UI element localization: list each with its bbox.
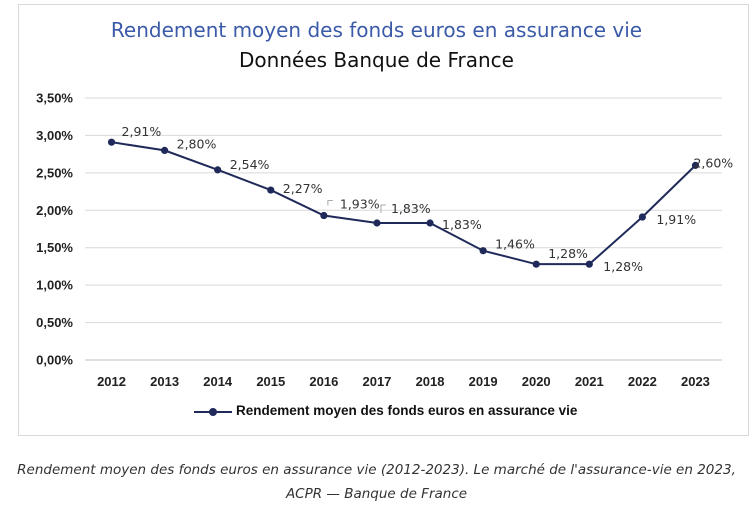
y-tick-label: 3,00% [36, 128, 73, 143]
data-point [107, 138, 116, 146]
data-point [638, 213, 646, 221]
legend-label: Rendement moyen des fonds euros en assur… [236, 403, 578, 418]
data-point [161, 146, 169, 154]
series-polyline [111, 141, 697, 266]
data-label: 1,28% [603, 259, 643, 274]
x-tick-label: 2017 [362, 374, 391, 389]
grid-lines [85, 97, 722, 361]
x-tick-label: 2012 [97, 374, 126, 389]
data-point [532, 260, 540, 268]
x-tick-label: 2015 [256, 374, 285, 389]
data-label: 2,80% [177, 136, 217, 151]
x-tick-label: 2022 [628, 374, 657, 389]
x-tick-label: 2013 [150, 374, 179, 389]
data-labels: 2,91% 2,80% 2,54% 2,27% 1,93% 1,83% 1,83% 1,46%… [122, 124, 734, 274]
chart-title: Rendement moyen des fonds euros en assur… [110, 18, 643, 42]
data-point [320, 211, 328, 220]
data-point [214, 166, 222, 174]
data-point [373, 219, 381, 227]
data-label: 1,83% [391, 201, 431, 216]
x-tick-label: 2021 [575, 374, 604, 389]
y-tick-label: 0,50% [36, 315, 73, 330]
y-tick-label: 2,00% [36, 203, 73, 218]
data-points [107, 138, 700, 268]
y-tick-label: 3,50% [36, 91, 73, 106]
figure-caption: Rendement moyen des fonds euros en assur… [17, 462, 736, 502]
data-point [426, 219, 434, 227]
data-label: 2,54% [230, 157, 270, 172]
data-label: 2,60% [693, 155, 733, 170]
x-tick-label: 2023 [681, 374, 710, 389]
data-point [267, 186, 275, 194]
legend-marker [209, 408, 217, 416]
chart-frame [18, 4, 749, 436]
label-leader [327, 200, 333, 206]
data-label: 1,91% [656, 212, 696, 227]
data-label: 1,93% [340, 197, 380, 212]
data-point [585, 260, 593, 268]
data-label: 1,83% [442, 217, 482, 232]
x-tick-label: 2016 [309, 374, 338, 389]
y-tick-label: 0,00% [36, 353, 73, 368]
x-tick-label: 2018 [416, 374, 445, 389]
x-tick-label: 2020 [522, 374, 551, 389]
y-tick-label: 2,50% [36, 165, 73, 180]
data-label: 2,91% [122, 124, 162, 139]
data-point [691, 161, 700, 169]
data-label: 1,28% [548, 246, 588, 261]
x-tick-label: 2019 [469, 374, 498, 389]
data-label: 1,46% [495, 237, 535, 252]
y-tick-label: 1,50% [36, 240, 73, 255]
data-point [479, 247, 487, 255]
chart-subtitle: Données Banque de France [239, 48, 514, 72]
y-tick-label: 1,00% [36, 278, 73, 293]
x-axis-ticks: 2012 2013 2014 2015 2016 2017 2018 2019 2020 2021… [97, 374, 710, 389]
x-tick-label: 2014 [203, 374, 233, 389]
label-leader [380, 204, 386, 214]
y-axis-ticks: 0,00% 0,50% 1,00% 1,50% 2,00% 2,50% 3,00% 3,50% [36, 91, 73, 368]
series-line [111, 141, 697, 266]
data-label: 2,27% [283, 181, 323, 196]
legend: Rendement moyen des fonds euros en assur… [0, 400, 753, 424]
